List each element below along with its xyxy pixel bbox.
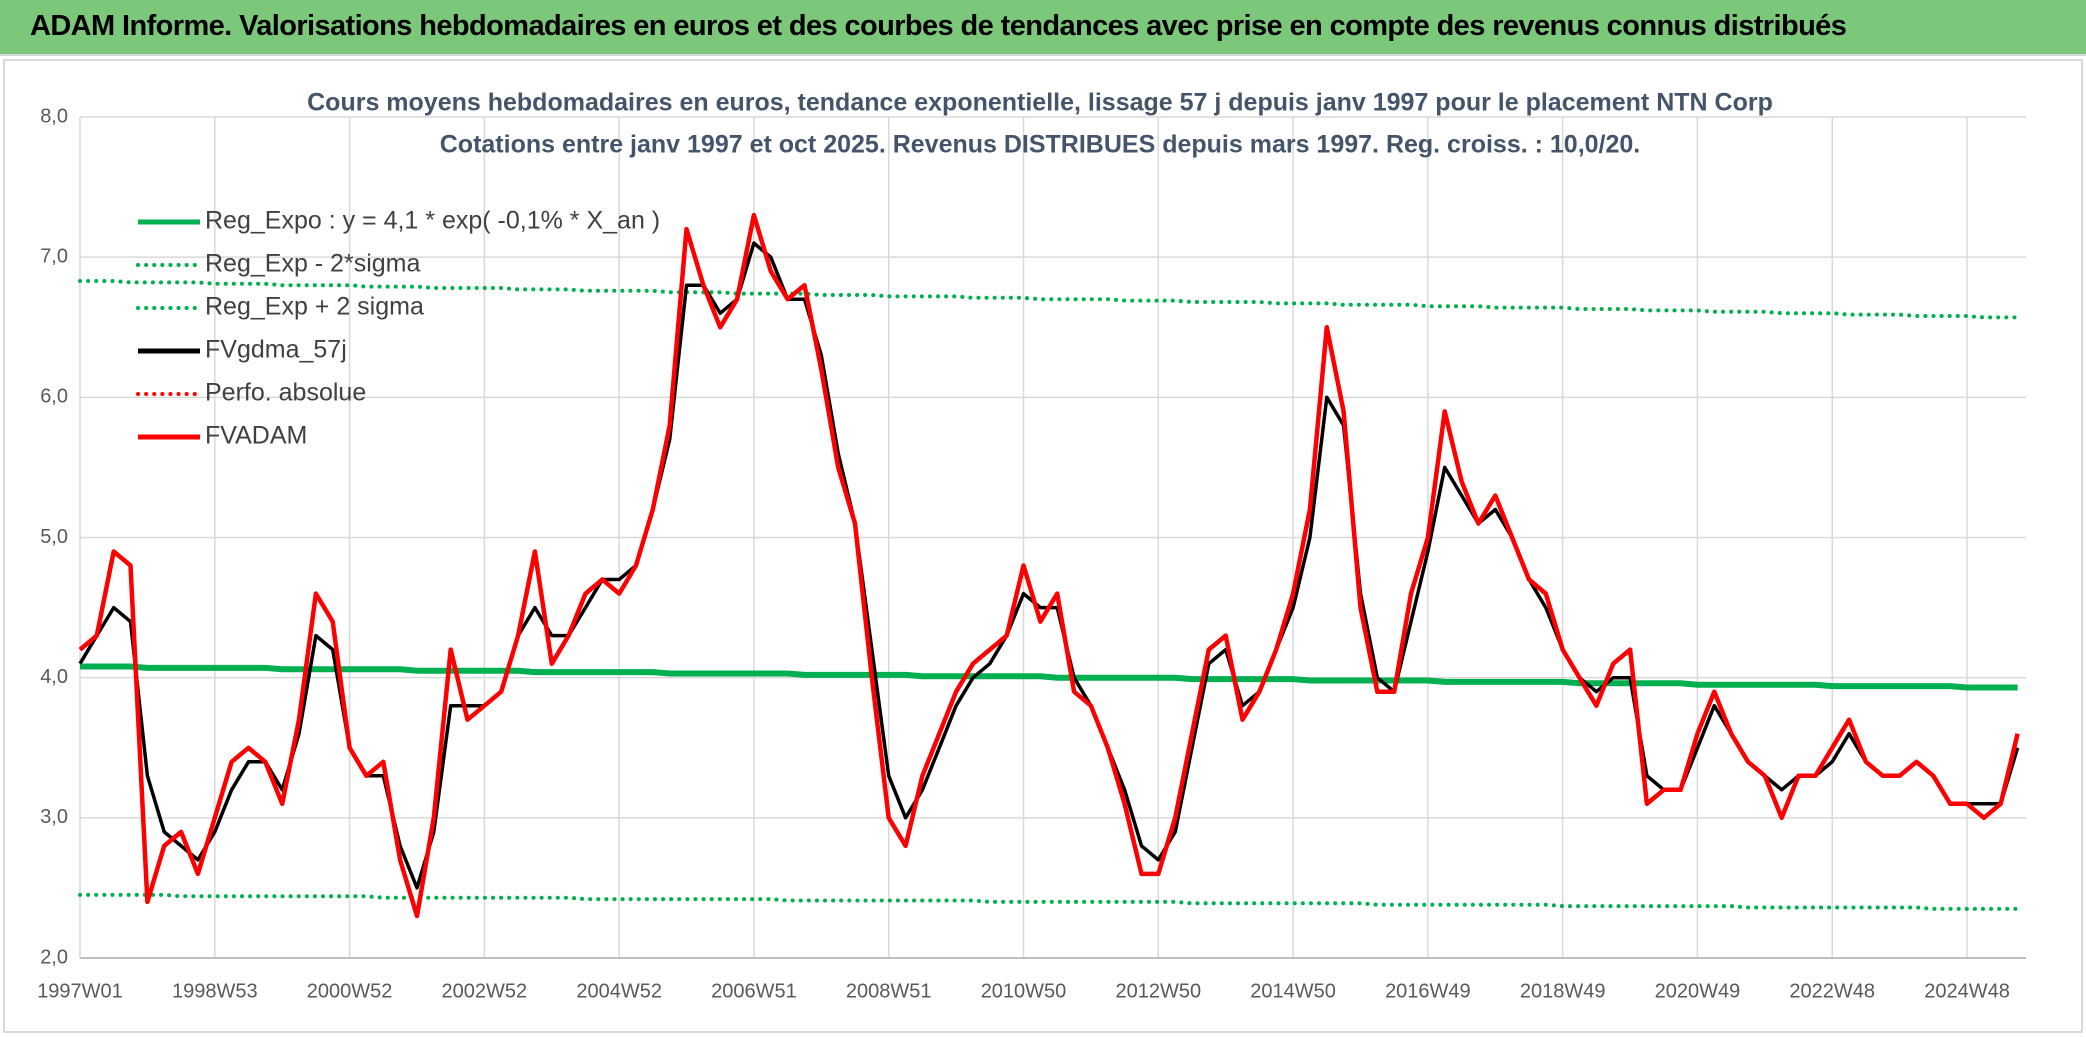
chart: 2,0 3,0 4,0 5,0 6,0 7,0 8,0 1997W01 1998W53 2000W… (3, 59, 2083, 1033)
x-tick-label: 2018W49 (1520, 980, 1606, 1002)
x-tick-label: 2004W52 (576, 980, 662, 1002)
legend-label: Perfo. absolue (205, 379, 366, 407)
legend: Reg_Expo : y = 4,1 * exp( -0,1% * X_an )… (136, 207, 660, 450)
series-line (78, 892, 2020, 911)
x-tick-label: 2020W49 (1655, 980, 1741, 1002)
y-tick-label: 7,0 (40, 245, 68, 267)
x-tick-label: 2000W52 (307, 980, 393, 1002)
header: ADAM Informe. Valorisations hebdomadaire… (0, 0, 2086, 56)
series-line (80, 663, 2018, 691)
legend-label: FVgdma_57j (205, 336, 347, 364)
x-tick-label: 2010W50 (981, 980, 1067, 1002)
lines (78, 212, 2020, 919)
y-tick-label: 8,0 (40, 105, 68, 127)
x-tick-label: 2006W51 (711, 980, 797, 1002)
legend-label: FVADAM (205, 422, 307, 450)
y-tick-label: 6,0 (40, 386, 68, 408)
y-tick-label: 4,0 (40, 666, 68, 688)
series-line (78, 212, 2020, 919)
x-tick-label: 1998W53 (172, 980, 258, 1002)
chart-title: Cours moyens hebdomadaires en euros, ten… (307, 89, 1773, 117)
x-tick-label: 2008W51 (846, 980, 932, 1002)
x-tick-label: 2012W50 (1115, 980, 1201, 1002)
chart-frame (3, 59, 2083, 1033)
y-tick-label: 5,0 (40, 526, 68, 548)
y-tick-label: 2,0 (40, 946, 68, 968)
y-tick-label: 3,0 (40, 806, 68, 828)
legend-label: Reg_Expo : y = 4,1 * exp( -0,1% * X_an ) (205, 207, 660, 235)
chart-subtitle: Cotations entre janv 1997 et oct 2025. R… (440, 131, 1641, 159)
x-tick-label: 2024W48 (1924, 980, 2010, 1002)
legend-label: Reg_Exp + 2 sigma (205, 293, 424, 321)
header-title: ADAM Informe. Valorisations hebdomadaire… (30, 10, 1847, 42)
x-tick-label: 1997W01 (37, 980, 123, 1002)
x-tick-label: 2014W50 (1250, 980, 1336, 1002)
x-tick-label: 2002W52 (442, 980, 528, 1002)
x-tick-label: 2016W49 (1385, 980, 1471, 1002)
series-line (78, 279, 2020, 320)
legend-label: Reg_Exp - 2*sigma (205, 250, 420, 278)
x-tick-label: 2022W48 (1789, 980, 1875, 1002)
